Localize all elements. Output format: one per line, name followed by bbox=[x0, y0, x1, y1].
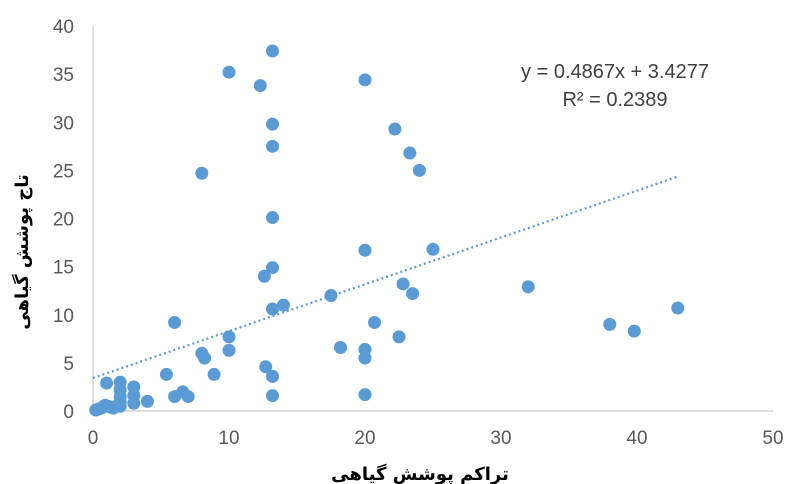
y-tick-label: 35 bbox=[53, 65, 74, 86]
y-axis-title: تاج پوشش گیاهی bbox=[11, 174, 33, 329]
x-tick-label: 0 bbox=[88, 428, 99, 449]
data-point bbox=[521, 280, 535, 294]
data-point bbox=[266, 302, 280, 316]
data-point bbox=[266, 139, 280, 153]
data-point bbox=[266, 261, 280, 275]
data-point bbox=[412, 163, 426, 177]
y-tick-label: 30 bbox=[53, 113, 74, 134]
x-tick-label: 10 bbox=[218, 428, 239, 449]
data-point bbox=[266, 44, 280, 58]
data-point bbox=[100, 376, 114, 390]
data-point bbox=[276, 298, 290, 312]
x-axis-ticks: 0 10 20 30 40 50 bbox=[88, 428, 784, 449]
y-tick-label: 20 bbox=[53, 210, 74, 231]
x-tick-label: 30 bbox=[490, 428, 511, 449]
data-point bbox=[168, 315, 182, 329]
data-point bbox=[334, 340, 348, 354]
data-point bbox=[127, 396, 141, 410]
data-point bbox=[222, 343, 236, 357]
data-point bbox=[392, 330, 406, 344]
data-point bbox=[140, 394, 154, 408]
data-point bbox=[266, 211, 280, 225]
y-tick-label: 25 bbox=[53, 161, 74, 182]
data-point bbox=[159, 367, 173, 381]
data-point bbox=[358, 351, 372, 365]
x-tick-label: 50 bbox=[762, 428, 783, 449]
data-point bbox=[266, 117, 280, 131]
data-points bbox=[89, 44, 685, 417]
data-point bbox=[259, 360, 273, 374]
data-point bbox=[253, 79, 267, 93]
data-point bbox=[403, 146, 417, 160]
y-tick-label: 15 bbox=[53, 258, 74, 279]
y-tick-label: 10 bbox=[53, 306, 74, 327]
data-point bbox=[222, 65, 236, 79]
x-tick-label: 20 bbox=[354, 428, 375, 449]
data-point bbox=[358, 388, 372, 402]
trendline bbox=[92, 175, 679, 380]
data-point bbox=[222, 330, 236, 344]
x-axis-title: تراکم پوشش گیاهی bbox=[331, 463, 509, 484]
data-point bbox=[266, 369, 280, 383]
x-tick-label: 40 bbox=[626, 428, 647, 449]
y-tick-label: 0 bbox=[63, 402, 74, 423]
data-point bbox=[358, 73, 372, 87]
data-point bbox=[368, 315, 382, 329]
data-point bbox=[198, 351, 212, 365]
data-point bbox=[195, 166, 209, 180]
data-point bbox=[181, 390, 195, 404]
data-point bbox=[324, 289, 338, 302]
y-axis-ticks: 0 5 10 15 20 25 30 35 40 bbox=[53, 17, 74, 423]
plot-area bbox=[92, 26, 773, 412]
y-tick-label: 40 bbox=[53, 17, 74, 38]
y-tick-label: 5 bbox=[63, 354, 74, 375]
data-point bbox=[207, 367, 221, 381]
data-point bbox=[388, 122, 402, 136]
data-point bbox=[358, 243, 372, 257]
data-point bbox=[671, 301, 685, 315]
data-point bbox=[257, 269, 271, 283]
data-point bbox=[266, 389, 280, 403]
data-point bbox=[426, 242, 440, 256]
r-squared-label: R² = 0.2389 bbox=[562, 89, 667, 111]
trendline-equation: y = 0.4867x + 3.4277 bbox=[521, 61, 709, 83]
data-point bbox=[406, 287, 420, 301]
data-point bbox=[603, 317, 617, 331]
data-point bbox=[396, 277, 410, 291]
data-point bbox=[113, 399, 127, 413]
data-point bbox=[627, 324, 641, 338]
